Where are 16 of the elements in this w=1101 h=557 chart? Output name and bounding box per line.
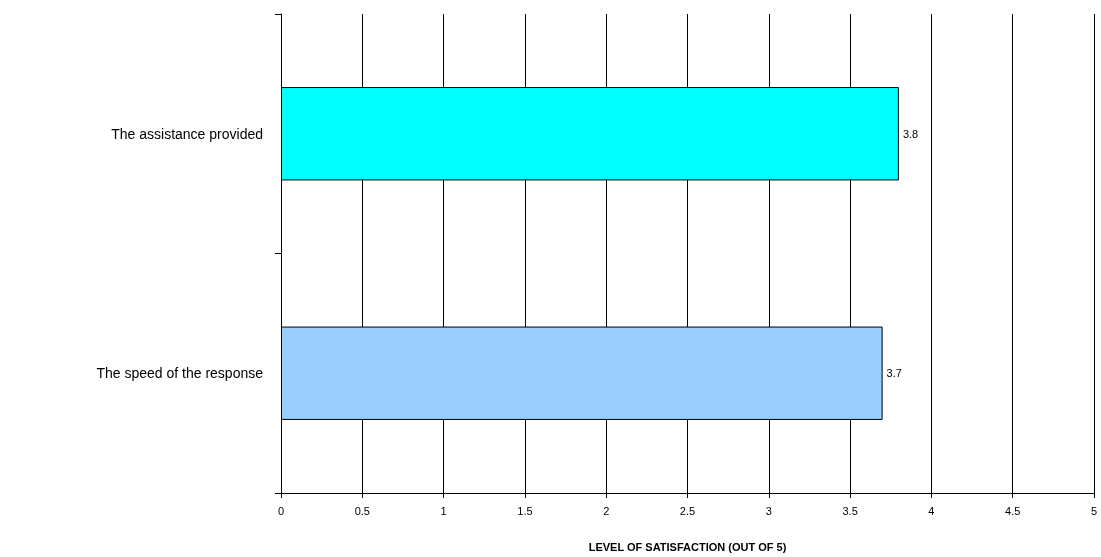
x-tick-label: 2 [603,504,610,517]
x-tick-label: 3.5 [842,504,858,517]
x-tick-label: 0.5 [354,504,370,517]
data-label: 3.7 [886,367,902,380]
x-tick-label: 4.5 [1005,504,1021,517]
y-tick-label: The assistance provided [111,125,263,142]
x-tick-label: 0 [277,504,285,517]
x-tick-label: 4 [928,504,935,517]
x-axis-title: LEVEL OF SATISFACTION (OUT OF 5) [588,540,787,553]
data-label: 3.8 [902,127,919,140]
x-tick-label: 5 [1090,504,1098,517]
y-tick-label: The speed of the response [96,365,264,382]
x-tick-label: 3 [765,504,772,517]
x-tick-label: 1.5 [517,504,533,517]
x-tick-label: 1 [440,504,447,517]
x-tick-label: 2.5 [679,504,696,517]
